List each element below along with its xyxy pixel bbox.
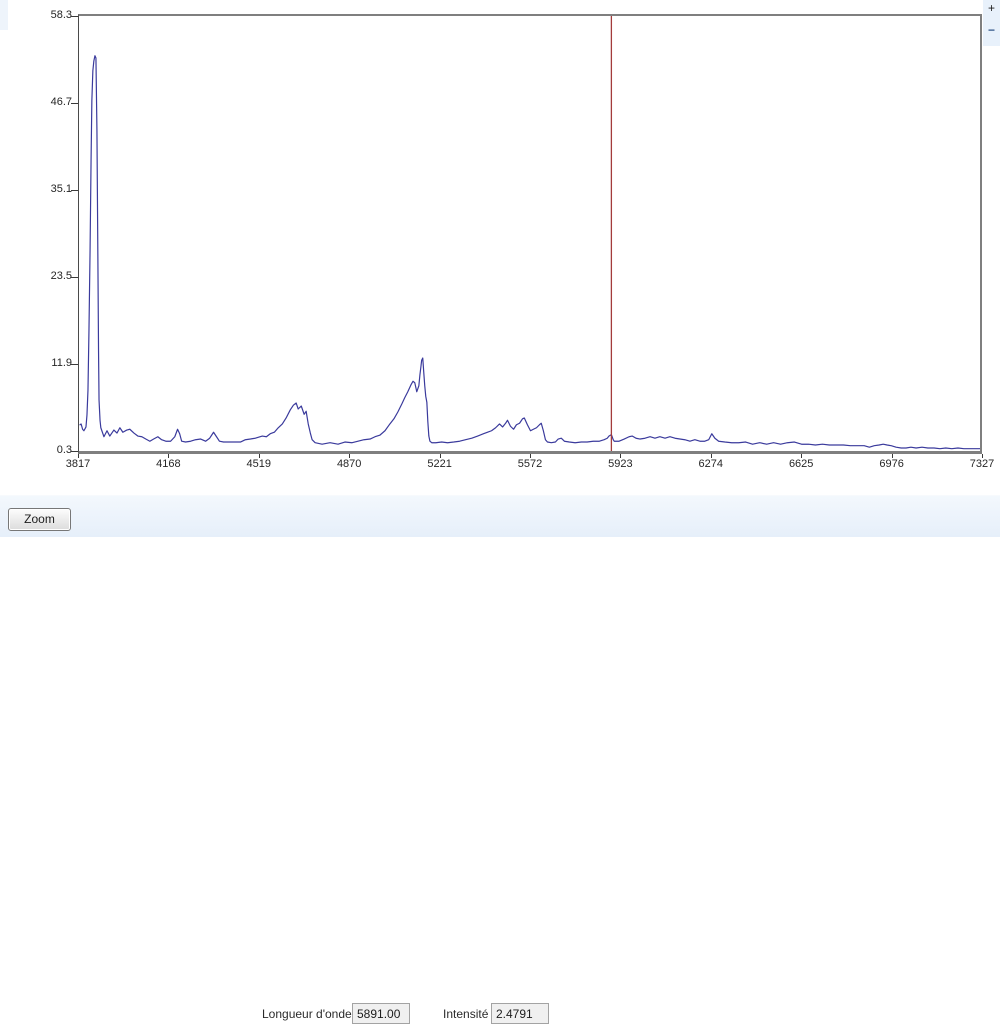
x-axis-label: 6274 xyxy=(698,458,724,470)
x-axis-tick xyxy=(530,454,531,458)
intensity-input[interactable] xyxy=(491,1003,549,1024)
x-axis-tick xyxy=(891,454,893,458)
y-axis-label: 58.3 xyxy=(50,9,72,21)
zoom-out-icon[interactable]: − xyxy=(987,23,995,37)
x-axis-label: 4168 xyxy=(156,458,181,470)
left-edge-decoration xyxy=(0,0,8,30)
x-axis-label: 5572 xyxy=(517,458,543,470)
y-axis-tick xyxy=(71,277,78,278)
x-axis-label: 4519 xyxy=(246,458,272,470)
x-axis-label: 5923 xyxy=(608,458,633,470)
x-axis-label: 6976 xyxy=(879,458,904,470)
intensity-label: Intensité : xyxy=(443,1007,496,1021)
spectrum-chart xyxy=(79,16,980,451)
x-axis-label: 6625 xyxy=(788,458,814,470)
x-axis-tick xyxy=(439,454,441,458)
x-axis-tick xyxy=(801,454,803,458)
wavelength-label: Longueur d'onde : xyxy=(262,1007,359,1021)
y-axis-label: 11.9 xyxy=(51,357,72,369)
x-axis-tick xyxy=(349,454,351,458)
wavelength-input[interactable] xyxy=(352,1003,410,1024)
x-axis-label: 5221 xyxy=(427,458,452,470)
y-axis-tick xyxy=(71,451,78,452)
x-axis-tick xyxy=(168,454,170,458)
zoom-button[interactable]: Zoom xyxy=(8,508,71,531)
bottom-toolbar: Zoom Longueur d'onde : Intensité : xyxy=(0,495,1000,1024)
spectrum-plot[interactable] xyxy=(78,14,982,454)
x-axis-tick xyxy=(78,454,79,458)
zoom-controls: + − xyxy=(983,0,1000,46)
y-axis-label: 23.5 xyxy=(50,270,72,282)
y-axis-label: 0.3 xyxy=(56,444,72,456)
x-axis-label: 4870 xyxy=(336,458,362,470)
x-axis-tick xyxy=(982,454,983,458)
y-axis-tick xyxy=(71,103,78,104)
zoom-in-icon[interactable]: + xyxy=(987,1,995,15)
y-axis-label: 35.1 xyxy=(50,183,72,195)
y-axis-label: 46.7 xyxy=(50,96,72,108)
x-axis-tick xyxy=(710,454,712,458)
x-axis-label: 3817 xyxy=(65,458,91,470)
y-axis-tick xyxy=(71,364,78,365)
x-axis-tick xyxy=(620,454,622,458)
y-axis-tick xyxy=(71,16,78,17)
spectrum-line xyxy=(79,55,980,450)
y-axis-tick xyxy=(71,190,78,191)
x-axis-label: 7327 xyxy=(969,458,995,470)
x-axis-tick xyxy=(258,454,260,458)
